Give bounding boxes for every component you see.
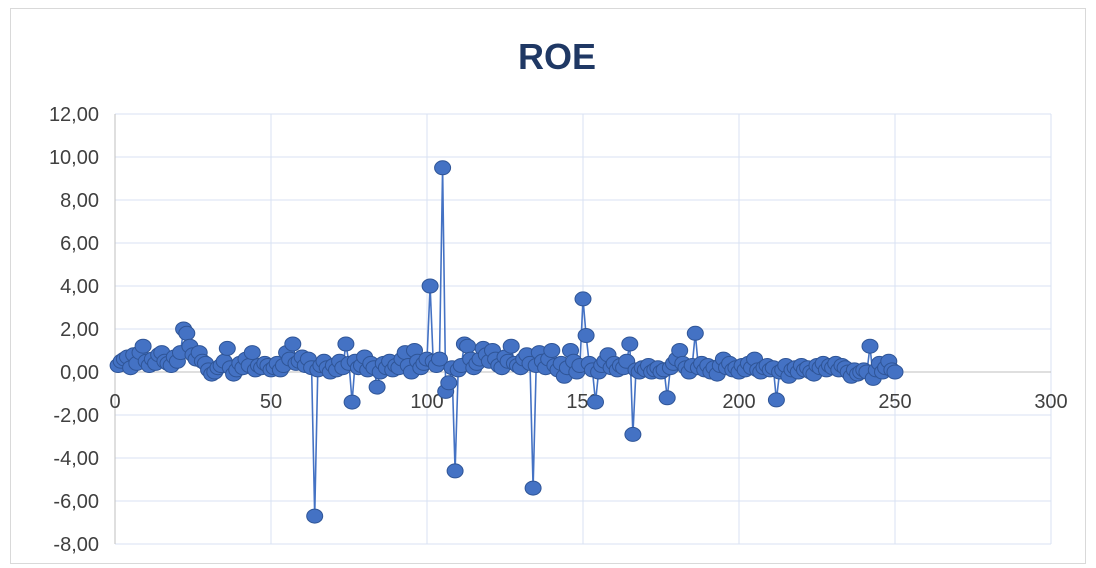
y-tick-label: 2,00 — [60, 319, 99, 341]
data-point — [369, 380, 385, 394]
y-tick-label: -6,00 — [53, 491, 99, 513]
data-point — [544, 344, 560, 358]
x-tick-label: 50 — [260, 391, 282, 413]
data-point — [244, 346, 260, 360]
data-point — [588, 395, 604, 409]
data-point — [422, 279, 438, 293]
y-tick-labels: 12,00 10,00 8,00 6,00 4,00 2,00 0,00 -2,00 -4,00… — [49, 104, 99, 556]
data-point — [338, 337, 354, 351]
data-point — [862, 339, 878, 353]
data-point — [578, 329, 594, 343]
y-tick-label: 6,00 — [60, 233, 99, 255]
chart-title: ROE — [518, 36, 596, 77]
data-point — [525, 481, 541, 495]
data-point — [307, 509, 323, 523]
data-point — [622, 337, 638, 351]
data-point — [135, 339, 151, 353]
data-point — [575, 292, 591, 306]
data-point — [219, 341, 235, 355]
y-tick-label: 4,00 — [60, 276, 99, 298]
data-point — [285, 337, 301, 351]
data-point — [625, 427, 641, 441]
y-tick-label: -8,00 — [53, 534, 99, 556]
data-point — [659, 391, 675, 405]
roe-chart: ROE 12,00 10,00 8,00 6,00 4,00 2,00 0,00 -2,00 -… — [11, 9, 1087, 565]
data-point — [503, 339, 519, 353]
data-point — [435, 161, 451, 175]
chart-frame: ROE 12,00 10,00 8,00 6,00 4,00 2,00 0,00 -2,00 -… — [10, 8, 1086, 564]
y-tick-label: 12,00 — [49, 104, 99, 126]
x-tick-label: 250 — [878, 391, 911, 413]
data-point — [447, 464, 463, 478]
data-point — [441, 376, 457, 390]
data-point — [887, 365, 903, 379]
data-point — [768, 393, 784, 407]
data-point — [687, 326, 703, 340]
data-point — [460, 339, 476, 353]
y-tick-label: -2,00 — [53, 405, 99, 427]
y-tick-label: -4,00 — [53, 448, 99, 470]
data-point — [672, 344, 688, 358]
data-point — [344, 395, 360, 409]
x-tick-label: 0 — [109, 391, 120, 413]
series-roe — [110, 161, 903, 523]
y-tick-label: 0,00 — [60, 362, 99, 384]
y-tick-label: 10,00 — [49, 147, 99, 169]
x-tick-label: 300 — [1034, 391, 1067, 413]
y-tick-label: 8,00 — [60, 190, 99, 212]
data-point — [179, 326, 195, 340]
x-tick-label: 200 — [722, 391, 755, 413]
